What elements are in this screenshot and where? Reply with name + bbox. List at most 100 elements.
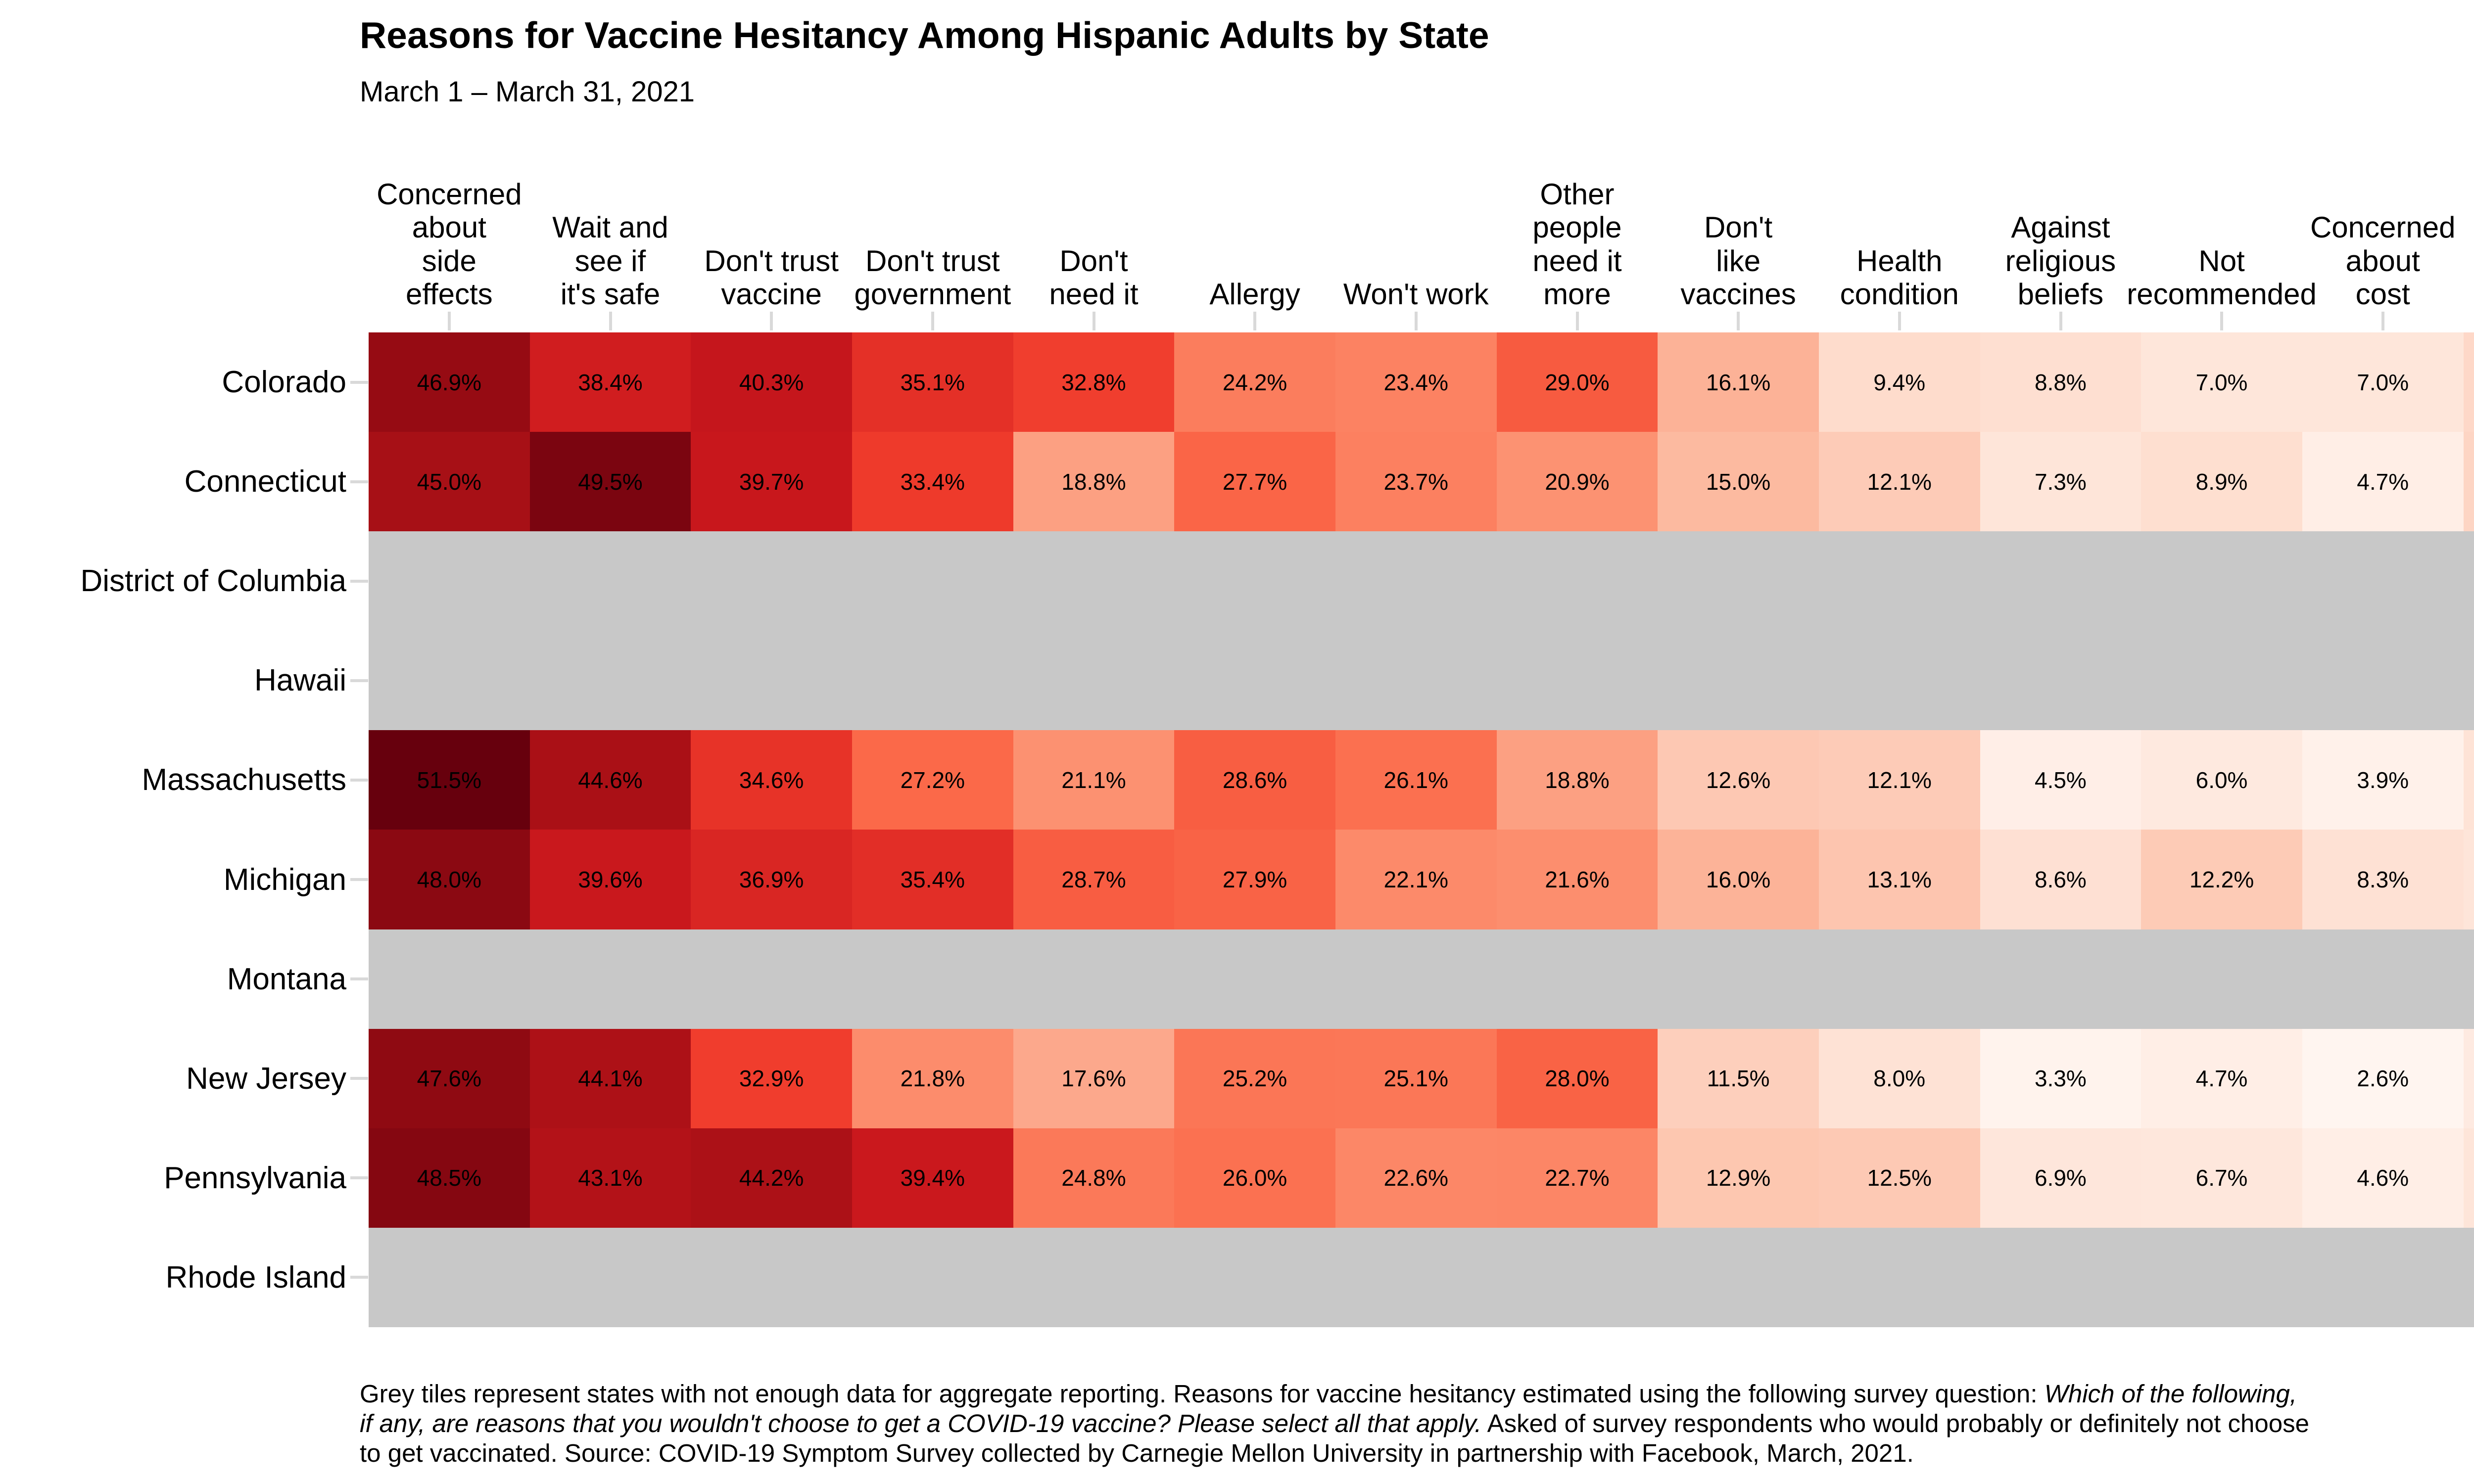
caption-line: to get vaccinated. Source: COVID-19 Symp…	[360, 1439, 1914, 1468]
row-label: Rhode Island	[165, 1260, 346, 1295]
heatmap-cell: 35.4%	[852, 830, 1013, 929]
heatmap-cell: 4.7%	[2141, 1028, 2302, 1128]
axis-tick	[2220, 312, 2224, 330]
axis-tick	[1092, 312, 1095, 330]
heatmap-cell: 24.8%	[1013, 1128, 1175, 1228]
heatmap-cell: 7.0%	[2302, 332, 2464, 432]
heatmap-cell: 18.8%	[1013, 432, 1175, 532]
heatmap-cell: 7.2%	[2463, 830, 2474, 929]
heatmap-cell: 39.4%	[852, 1128, 1013, 1228]
axis-tick	[2381, 312, 2384, 330]
heatmap-cell: 44.2%	[691, 1128, 852, 1228]
heatmap: 46.9% 38.4% 40.3% 35.1% 32.8% 24.2% 23.4% 29.0%…	[369, 332, 2474, 1327]
heatmap-cell: 12.9%	[1658, 1128, 1819, 1228]
heatmap-cell: 28.0%	[1496, 1028, 1658, 1128]
heatmap-cell: 49.5%	[529, 432, 691, 532]
heatmap-cell: 32.8%	[1013, 332, 1175, 432]
heatmap-cell: 8.6%	[1980, 830, 2141, 929]
column-header: Against religious beliefs	[2005, 211, 2116, 311]
column-header: Concerned about side effects	[377, 178, 522, 311]
axis-tick	[350, 1077, 368, 1080]
missing-data-row	[369, 631, 2474, 731]
heatmap-cell: 12.5%	[1818, 1128, 1980, 1228]
heatmap-cell: 46.9%	[369, 332, 530, 432]
column-header: Wait and see if it's safe	[552, 211, 668, 311]
axis-tick	[350, 1176, 368, 1180]
heatmap-cell: 4.5%	[1980, 730, 2141, 830]
axis-tick	[350, 977, 368, 981]
missing-data-row	[369, 1227, 2474, 1327]
axis-tick	[350, 878, 368, 881]
heatmap-cell: 48.0%	[369, 830, 530, 929]
column-header: Don't like vaccines	[1680, 211, 1796, 311]
missing-data-row	[369, 929, 2474, 1029]
heatmap-cell: 51.5%	[369, 730, 530, 830]
column-header: Don't need it	[1049, 244, 1139, 311]
heatmap-cell: 22.6%	[1335, 1128, 1497, 1228]
heatmap-cell: 12.1%	[1818, 432, 1980, 532]
heatmap-cell: 35.1%	[852, 332, 1013, 432]
caption-line: Grey tiles represent states with not eno…	[360, 1380, 2297, 1408]
column-header: Not recommended	[2127, 244, 2317, 311]
heatmap-cell: 9.4%	[1818, 332, 1980, 432]
heatmap-cell: 34.6%	[691, 730, 852, 830]
axis-tick	[609, 312, 612, 330]
heatmap-cell: 17.6%	[1013, 1028, 1175, 1128]
heatmap-cell: 5.7%	[2463, 1028, 2474, 1128]
axis-tick	[350, 679, 368, 682]
heatmap-cell: 22.7%	[1496, 1128, 1658, 1228]
column-header: Won't work	[1343, 277, 1489, 311]
caption-line: if any, are reasons that you wouldn't ch…	[360, 1409, 2309, 1438]
heatmap-cell: 8.3%	[2302, 830, 2464, 929]
heatmap-cell: 48.5%	[369, 1128, 530, 1228]
column-header: Health condition	[1840, 244, 1959, 311]
row-label: New Jersey	[186, 1061, 346, 1096]
heatmap-cell: 6.7%	[2141, 1128, 2302, 1228]
heatmap-cell: 21.8%	[852, 1028, 1013, 1128]
row-label: Michigan	[223, 862, 346, 897]
heatmap-cell: 3.9%	[2302, 730, 2464, 830]
heatmap-cell: 7.8%	[2463, 730, 2474, 830]
heatmap-cell: 3.3%	[1980, 1028, 2141, 1128]
heatmap-cell: 45.0%	[369, 432, 530, 532]
heatmap-cell: 36.9%	[691, 830, 852, 929]
column-header: Don't trust vaccine	[704, 244, 839, 311]
axis-tick	[1898, 312, 1901, 330]
heatmap-cell: 21.6%	[1496, 830, 1658, 929]
heatmap-cell: 28.7%	[1013, 830, 1175, 929]
missing-data-row	[369, 531, 2474, 631]
heatmap-cell: 16.1%	[1658, 332, 1819, 432]
heatmap-cell: 16.0%	[1658, 830, 1819, 929]
heatmap-cell: 6.9%	[1980, 1128, 2141, 1228]
heatmap-cell: 15.0%	[1658, 432, 1819, 532]
x-axis-column-headers: Concerned about side effects Wait and see…	[369, 147, 2474, 311]
axis-tick	[350, 778, 368, 782]
axis-tick	[350, 579, 368, 583]
heatmap-cell: 22.1%	[1335, 830, 1497, 929]
axis-tick	[1737, 312, 1740, 330]
row-label: Colorado	[222, 365, 346, 400]
heatmap-cell: 10.0%	[2463, 332, 2474, 432]
axis-tick	[447, 312, 451, 330]
column-header: Allergy	[1209, 277, 1300, 311]
axis-tick	[1414, 312, 1418, 330]
heatmap-cell: 29.0%	[1496, 332, 1658, 432]
heatmap-cell: 8.9%	[2141, 432, 2302, 532]
heatmap-cell: 7.3%	[1980, 432, 2141, 532]
heatmap-cell: 43.1%	[529, 1128, 691, 1228]
row-label: Hawaii	[254, 663, 346, 698]
heatmap-cell: 28.6%	[1174, 730, 1335, 830]
row-label: Montana	[227, 962, 346, 996]
heatmap-cell: 12.2%	[2141, 830, 2302, 929]
axis-tick	[350, 380, 368, 384]
column-header: Don't trust government	[854, 244, 1011, 311]
heatmap-cell: 21.1%	[1013, 730, 1175, 830]
heatmap-cell: 23.7%	[1335, 432, 1497, 532]
heatmap-cell: 26.0%	[1174, 1128, 1335, 1228]
heatmap-cell: 7.3%	[2463, 1128, 2474, 1228]
heatmap-cell: 18.8%	[1496, 730, 1658, 830]
heatmap-cell: 12.6%	[1658, 730, 1819, 830]
heatmap-cell: 33.4%	[852, 432, 1013, 532]
heatmap-cell: 38.4%	[529, 332, 691, 432]
heatmap-cell: 13.1%	[1818, 830, 1980, 929]
